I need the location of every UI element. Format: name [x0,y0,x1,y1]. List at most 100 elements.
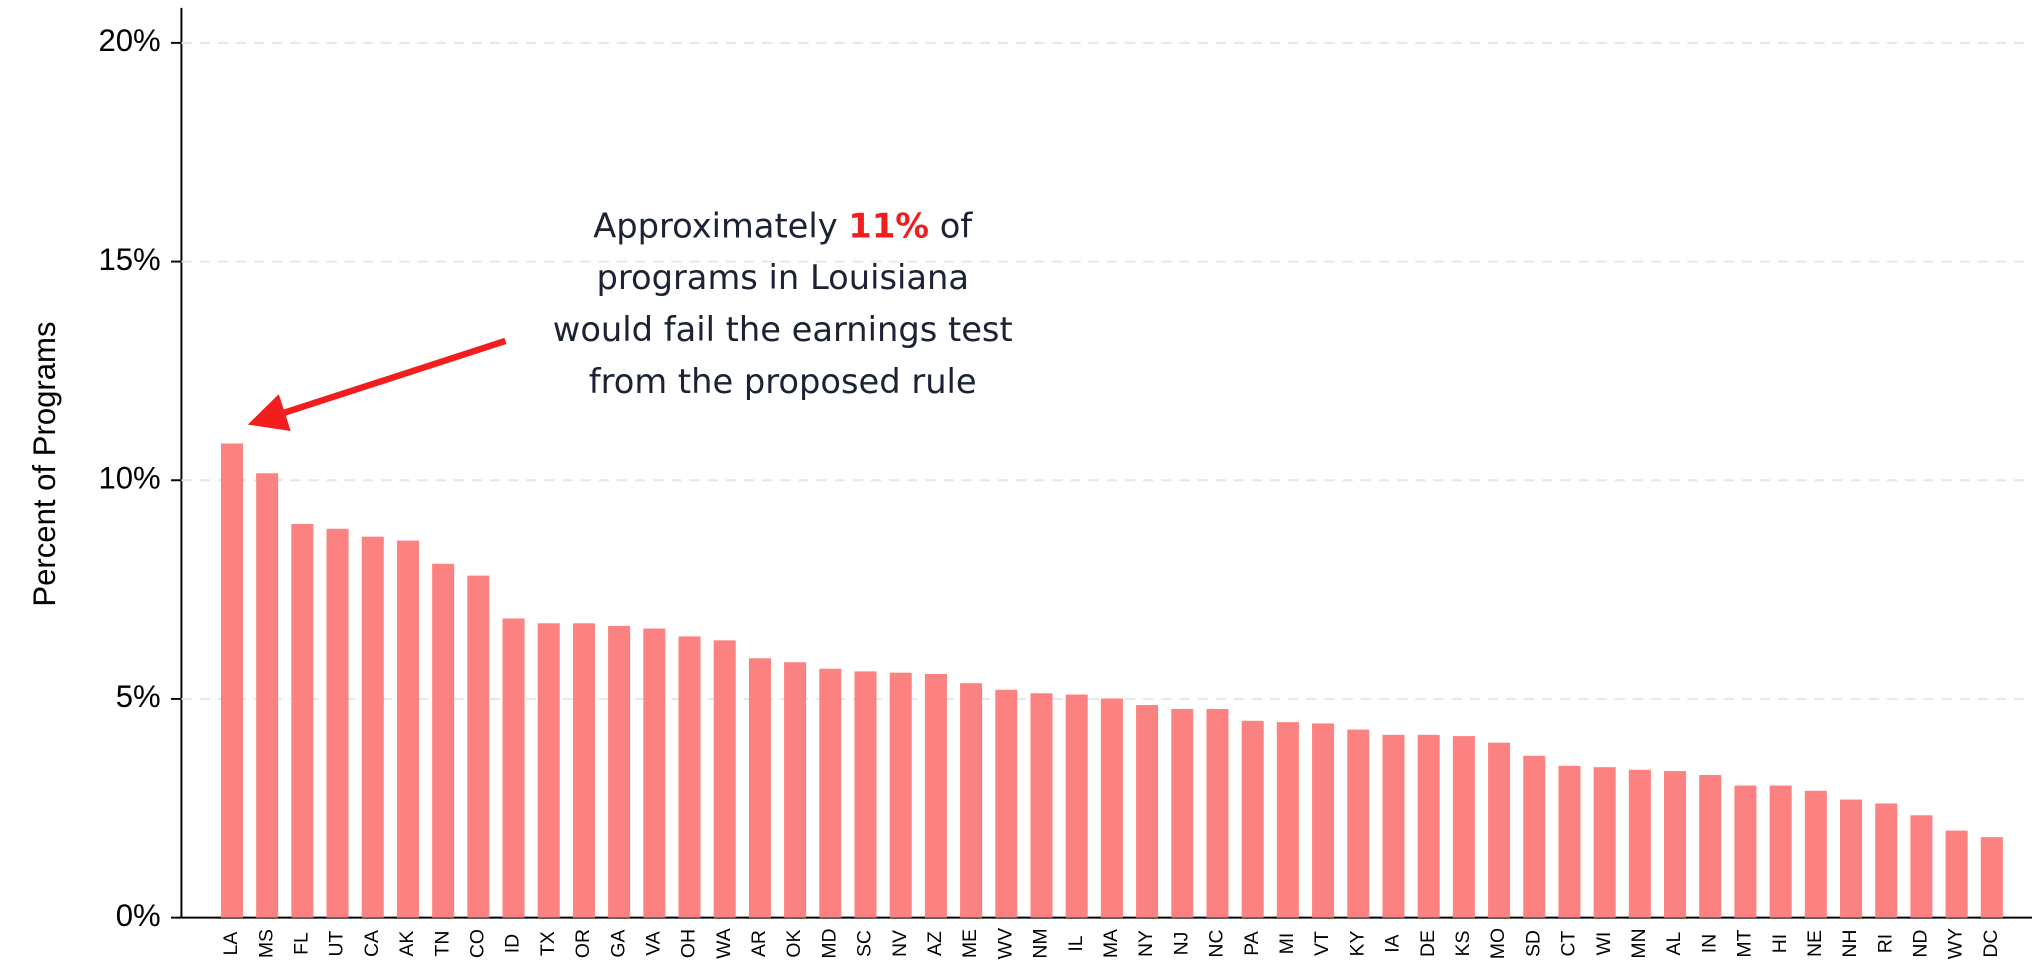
annotation-arrow [247,337,507,432]
bar [1664,771,1687,918]
x-tick-label: WY [1945,928,1967,959]
bar [1910,815,1933,918]
x-tick-label: OH [678,929,700,958]
bar [256,473,279,918]
x-tick-label: SD [1522,930,1544,957]
bar [748,658,771,918]
bar [1628,769,1651,918]
bar [643,628,666,918]
annotation-text: Approximately [593,206,837,245]
bar [537,623,560,918]
bar [361,536,384,918]
x-tick-label: IL [1065,935,1087,951]
y-tick-label: 5% [116,679,161,714]
x-tick-label: AZ [924,931,946,956]
annotation-line: from the proposed rule [589,362,977,401]
bar [467,575,490,918]
x-tick-label: IN [1698,934,1720,953]
bar [713,640,736,918]
annotation-text: of [940,206,974,245]
x-tick-label: NH [1839,930,1861,958]
bar [1065,694,1088,918]
x-tick-label: CO [466,929,488,958]
x-tick-label: ME [959,929,981,958]
bar [220,443,243,918]
bar [889,672,912,918]
bar [1171,709,1194,918]
x-tick-label: VT [1311,931,1333,956]
bar [1980,837,2003,918]
x-tick-label: MT [1734,929,1756,957]
bar [1030,693,1053,918]
x-tick-label: NM [1030,928,1052,958]
x-tick-label: NC [1206,930,1228,958]
bar [1206,709,1229,918]
bar [1523,755,1546,918]
x-tick-label: NY [1135,930,1157,957]
bar [502,618,525,918]
x-tick-label: NJ [1170,932,1192,956]
bar [819,668,842,918]
bar [1945,830,1968,918]
bar [924,674,947,918]
bar [1699,775,1722,918]
bar [1593,767,1616,918]
x-tick-label: MA [1100,929,1122,958]
bar [1840,799,1863,918]
y-tick-label: 0% [116,898,161,933]
annotation-highlight: 11% [848,206,929,245]
x-tick-label: GA [607,929,629,957]
x-tick-label: MI [1276,933,1298,955]
x-tick-label: NE [1804,930,1826,957]
x-tick-label: AR [748,930,770,957]
bar [291,523,314,918]
bar [396,540,419,918]
x-tick-label: DC [1980,930,2002,958]
x-tick-label: TX [537,931,559,956]
bar [1488,742,1511,918]
bar [995,689,1018,918]
bar [678,636,701,918]
x-tick-label: WI [1593,932,1615,956]
bar [432,563,455,918]
annotation-line: programs in Louisiana [596,258,969,297]
bar [1382,734,1405,918]
x-tick-label: IA [1382,934,1404,952]
bar [784,662,807,918]
bar [1100,698,1123,918]
y-tick-label: 15% [98,242,160,277]
x-tick-label: PA [1241,931,1263,956]
bar [854,671,877,918]
x-tick-label: OK [783,929,805,957]
bar [1734,785,1757,918]
x-tick-label: AK [396,931,418,957]
bar [1276,722,1299,918]
bar [1875,803,1898,918]
x-tick-label: TN [431,931,453,957]
x-tick-label: CT [1558,930,1580,956]
bar [1452,736,1475,918]
x-tick-label: FL [290,932,312,955]
annotation-line: Approximately 11% of [593,206,973,245]
x-tick-label: VA [642,931,664,956]
y-axis-label: Percent of Programs [27,321,62,606]
x-tick-label: WV [994,928,1016,959]
x-tick-label: NV [889,930,911,957]
bar [608,625,631,918]
y-tick-label: 20% [98,23,160,58]
x-tick-label: KY [1346,931,1368,957]
bar [960,683,983,918]
x-tick-label: RI [1874,934,1896,953]
bar [1347,729,1370,918]
bar [572,623,595,918]
x-tick-label: KS [1452,931,1474,957]
y-tick-label: 10% [98,460,160,495]
x-tick-label: UT [326,930,348,956]
bar [1417,734,1440,918]
x-tick-label: DE [1417,930,1439,957]
x-tick-label: MO [1487,928,1509,959]
bar [1558,765,1581,918]
x-tick-label: LA [220,932,242,956]
x-tick-label: HI [1769,934,1791,953]
